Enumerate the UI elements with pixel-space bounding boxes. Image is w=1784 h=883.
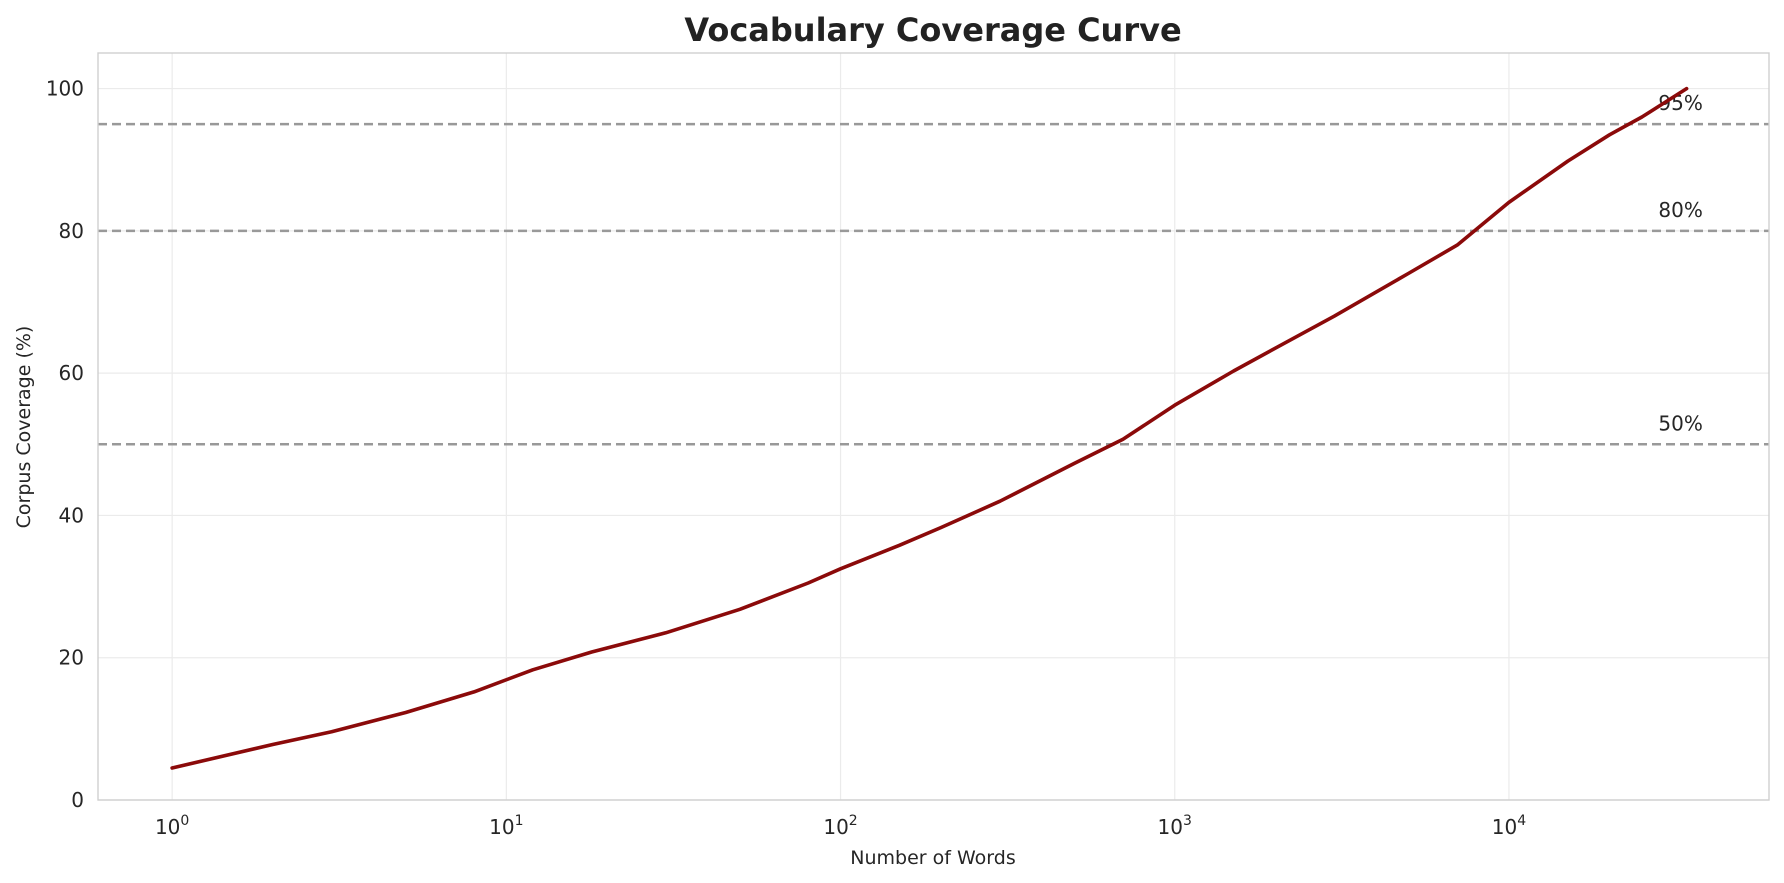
y-tick-label: 60: [59, 361, 84, 385]
y-tick-label: 40: [59, 503, 84, 527]
x-tick-label: 104: [1492, 813, 1526, 839]
series-layer: [170, 86, 1689, 770]
reference-line-label: 50%: [1658, 411, 1702, 435]
y-tick-label: 20: [59, 646, 84, 670]
y-axis-label: Corpus Coverage (%): [13, 326, 35, 529]
plot-frame: [97, 52, 1770, 801]
chart-title: Vocabulary Coverage Curve: [684, 11, 1181, 49]
x-tick-label: 101: [489, 813, 523, 839]
x-tick-label: 103: [1158, 813, 1192, 839]
y-tick-label: 0: [71, 788, 84, 812]
y-axis-ticks: 0 20 40 60 80 100: [46, 77, 84, 812]
reference-lines: 95%80%50%: [98, 91, 1769, 446]
y-tick-label: 100: [46, 77, 84, 101]
grid: [98, 53, 1769, 801]
x-axis-ticks: 100 101 102 103 104: [155, 813, 1526, 839]
x-tick-label: 100: [155, 813, 189, 839]
x-tick-label: 102: [823, 813, 857, 839]
x-axis-label: Number of Words: [850, 847, 1015, 869]
y-tick-label: 80: [59, 219, 84, 243]
coverage-line: [170, 86, 1689, 770]
reference-line-label: 80%: [1658, 198, 1702, 222]
